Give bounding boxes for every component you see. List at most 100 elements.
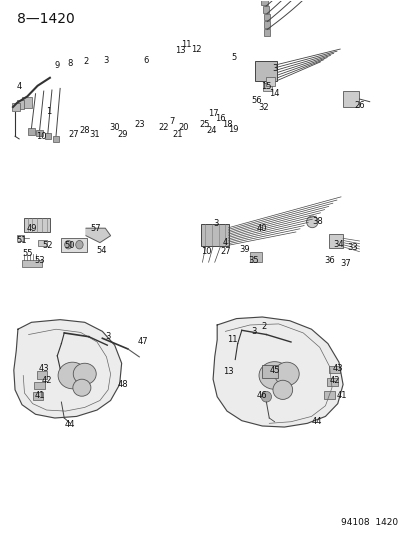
Text: 43: 43: [332, 364, 342, 373]
Bar: [200, 224, 228, 246]
Text: 13: 13: [175, 46, 185, 55]
Text: 30: 30: [109, 123, 120, 132]
Text: 53: 53: [34, 256, 45, 264]
Polygon shape: [14, 320, 121, 418]
Ellipse shape: [272, 380, 292, 399]
Text: 28: 28: [79, 126, 90, 135]
Text: 8: 8: [67, 59, 72, 68]
Ellipse shape: [261, 391, 271, 402]
Text: 44: 44: [311, 417, 322, 426]
Bar: [45, 133, 51, 140]
Text: 41: 41: [34, 391, 45, 400]
Text: 36: 36: [323, 256, 334, 264]
Text: 3: 3: [213, 220, 218, 229]
Text: 42: 42: [41, 376, 52, 385]
Bar: [266, 77, 275, 86]
Text: 15: 15: [261, 82, 271, 91]
Text: 25: 25: [199, 119, 210, 128]
Bar: [17, 100, 24, 109]
Bar: [28, 128, 35, 135]
Text: 7: 7: [169, 117, 174, 126]
Text: 39: 39: [239, 245, 249, 254]
Text: 37: 37: [340, 260, 351, 268]
Bar: [17, 235, 24, 241]
Text: 47: 47: [138, 337, 148, 346]
Text: 20: 20: [178, 123, 188, 132]
Bar: [328, 366, 339, 373]
Text: 23: 23: [134, 119, 144, 128]
Text: 42: 42: [329, 376, 339, 385]
Text: 51: 51: [17, 237, 27, 246]
Ellipse shape: [76, 240, 83, 249]
Bar: [249, 252, 262, 262]
Text: 19: 19: [228, 125, 238, 134]
Text: 10: 10: [36, 132, 46, 141]
Text: 45: 45: [269, 366, 279, 375]
Text: 5: 5: [230, 53, 236, 62]
Bar: [52, 136, 59, 142]
Bar: [38, 240, 47, 246]
Ellipse shape: [73, 379, 91, 396]
Text: 27: 27: [68, 130, 79, 139]
Text: 48: 48: [117, 380, 128, 389]
Bar: [326, 378, 337, 385]
Text: 2: 2: [83, 57, 88, 66]
Bar: [328, 234, 342, 248]
Text: 10: 10: [201, 247, 211, 256]
Text: 4: 4: [17, 82, 22, 91]
Bar: [342, 91, 358, 107]
Text: 3: 3: [251, 327, 256, 336]
Text: 11: 11: [180, 40, 191, 49]
Text: 3: 3: [105, 332, 111, 341]
Text: 22: 22: [158, 123, 169, 132]
Bar: [22, 98, 32, 108]
Text: 38: 38: [311, 217, 322, 226]
Text: 14: 14: [269, 89, 279, 98]
Bar: [12, 103, 20, 111]
Text: 34: 34: [333, 240, 344, 249]
Text: 35: 35: [248, 256, 259, 264]
Ellipse shape: [306, 216, 317, 228]
Text: 31: 31: [89, 130, 99, 139]
Bar: [323, 391, 335, 399]
Text: 55: 55: [22, 249, 33, 259]
Bar: [263, 14, 269, 20]
Polygon shape: [213, 317, 342, 427]
Text: 11: 11: [227, 335, 237, 344]
Text: 21: 21: [172, 130, 183, 139]
Bar: [36, 130, 43, 136]
Ellipse shape: [73, 364, 96, 384]
Text: 49: 49: [26, 224, 37, 233]
Text: 24: 24: [206, 126, 216, 135]
Bar: [263, 29, 270, 36]
Text: 4: 4: [222, 238, 228, 247]
Text: 40: 40: [256, 224, 267, 233]
Text: 52: 52: [43, 241, 53, 250]
Bar: [263, 83, 271, 91]
Text: 27: 27: [220, 247, 230, 256]
Text: 12: 12: [191, 45, 202, 54]
Text: 26: 26: [353, 101, 364, 110]
Text: 32: 32: [258, 102, 268, 111]
Bar: [263, 21, 270, 28]
Text: 46: 46: [256, 391, 267, 400]
Bar: [261, 0, 267, 5]
Text: 33: 33: [346, 244, 357, 253]
Bar: [254, 61, 277, 82]
Text: 94108  1420: 94108 1420: [340, 518, 397, 527]
Bar: [37, 371, 47, 378]
Text: 3: 3: [104, 56, 109, 64]
Polygon shape: [86, 228, 110, 243]
Bar: [33, 392, 43, 400]
Text: 16: 16: [214, 114, 225, 123]
Text: 41: 41: [336, 391, 346, 400]
Bar: [61, 238, 87, 252]
Text: 1: 1: [46, 107, 52, 116]
Text: 6: 6: [143, 56, 149, 64]
Text: 8—1420: 8—1420: [17, 12, 75, 27]
Bar: [34, 382, 45, 389]
Ellipse shape: [64, 240, 72, 249]
Text: 54: 54: [96, 246, 106, 255]
Text: 9: 9: [55, 61, 60, 70]
Bar: [262, 365, 277, 378]
